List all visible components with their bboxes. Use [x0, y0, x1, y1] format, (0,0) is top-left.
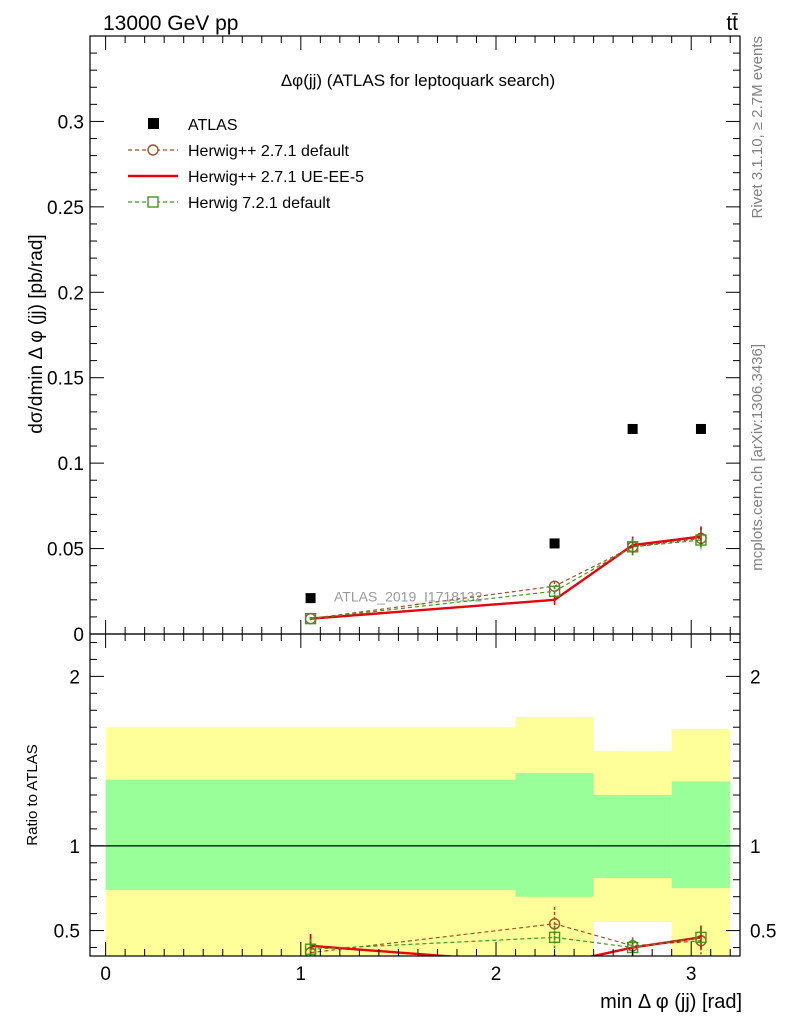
- ratio-ylabel: Ratio to ATLAS: [24, 744, 41, 845]
- main-herwig721-marker-2: [626, 541, 639, 553]
- ratio-herwig721-marker-3: [695, 931, 707, 944]
- legend: ATLAS Herwig++ 2.7.1 default Herwig++ 2.7.…: [128, 117, 364, 212]
- legend-data-label: ATLAS: [188, 117, 238, 134]
- ratio-xtick-label: 3: [686, 964, 697, 985]
- ratio-ytick-label-right: 0.5: [750, 922, 776, 943]
- ratio-ytick-label: 1: [69, 837, 80, 858]
- main-herwig721-marker-0: [304, 612, 317, 625]
- ratio-series: [304, 906, 707, 956]
- main-herwig721-marker-1: [548, 585, 561, 597]
- ratio-xtick-label: 0: [100, 964, 111, 985]
- main-ytick-label: 0.15: [47, 369, 84, 390]
- main-herwigpp_ueee5-line: [310, 535, 702, 620]
- stat-uncertainty-band-2: [593, 795, 672, 879]
- ratio-ytick-label-right: 2: [750, 667, 761, 688]
- header-left: 13000 GeV pp: [103, 12, 238, 35]
- main-atlas-point-1: [549, 538, 560, 549]
- stat-uncertainty-band-1: [515, 772, 594, 897]
- ratio-xtick-label: 2: [491, 964, 502, 985]
- ratio-herwigpp_default-marker-1: [548, 918, 561, 930]
- legend-herwig721-marker: [147, 196, 159, 208]
- ratio-herwig721-marker-1: [548, 931, 561, 944]
- main-herwigpp_default-line: [310, 537, 702, 620]
- ratio-herwig721-marker-0: [304, 943, 317, 955]
- main-ytick-label: 0.25: [47, 198, 84, 219]
- legend-herwig721-label: Herwig 7.2.1 default: [188, 195, 331, 212]
- legend-atlas-marker: [148, 118, 159, 129]
- main-atlas-point-2: [627, 423, 638, 434]
- ratio-herwig721-line: [310, 936, 702, 950]
- ratio-bands: [105, 717, 731, 956]
- stat-uncertainty-band-0: [105, 779, 516, 890]
- main-series: [304, 423, 707, 625]
- stat-uncertainty-band-3: [671, 781, 731, 889]
- main-ytick-label: 0.2: [58, 283, 84, 304]
- main-ytick-label: 0: [73, 625, 84, 646]
- main-herwig721-marker-3: [695, 534, 707, 546]
- main-ytick-label: 0.05: [47, 540, 84, 561]
- ratio-xlabel: min Δ φ (jj) [rad]: [600, 991, 742, 1013]
- main-herwig721-line: [310, 539, 702, 620]
- main-atlas-point-0: [305, 593, 316, 604]
- main-ytick-label: 0.3: [58, 112, 84, 133]
- ratio-panel: 0 1 2 3 0.5 0.5 1 1 2 2: [54, 633, 776, 985]
- ratio-ytick-label: 2: [69, 667, 80, 688]
- ratio-xtick-label: 1: [296, 964, 307, 985]
- ratio-ytick-label: 0.5: [54, 922, 80, 943]
- mcplots-label: mcplots.cern.ch [arXiv:1306.3436]: [749, 344, 766, 571]
- ratio-herwigpp_default-line: [310, 923, 702, 954]
- main-ytick-label: 0.1: [58, 454, 84, 475]
- ratio-ytick-label-right: 1: [750, 837, 761, 858]
- main-atlas-point-3: [695, 423, 706, 434]
- header-right: tt̄: [726, 12, 738, 35]
- legend-herwigpp_default-label: Herwig++ 2.7.1 default: [188, 143, 350, 160]
- main-title: Δφ(jj) (ATLAS for leptoquark search): [281, 71, 555, 90]
- rivet-label: Rivet 3.1.10, ≥ 2.7M events: [749, 36, 766, 219]
- legend-herwigpp_ueee5-label: Herwig++ 2.7.1 UE-EE-5: [188, 169, 364, 186]
- legend-herwigpp_default-marker: [147, 144, 159, 156]
- main-ylabel: dσ/dmin Δ φ (jj) [pb/rad]: [26, 234, 47, 433]
